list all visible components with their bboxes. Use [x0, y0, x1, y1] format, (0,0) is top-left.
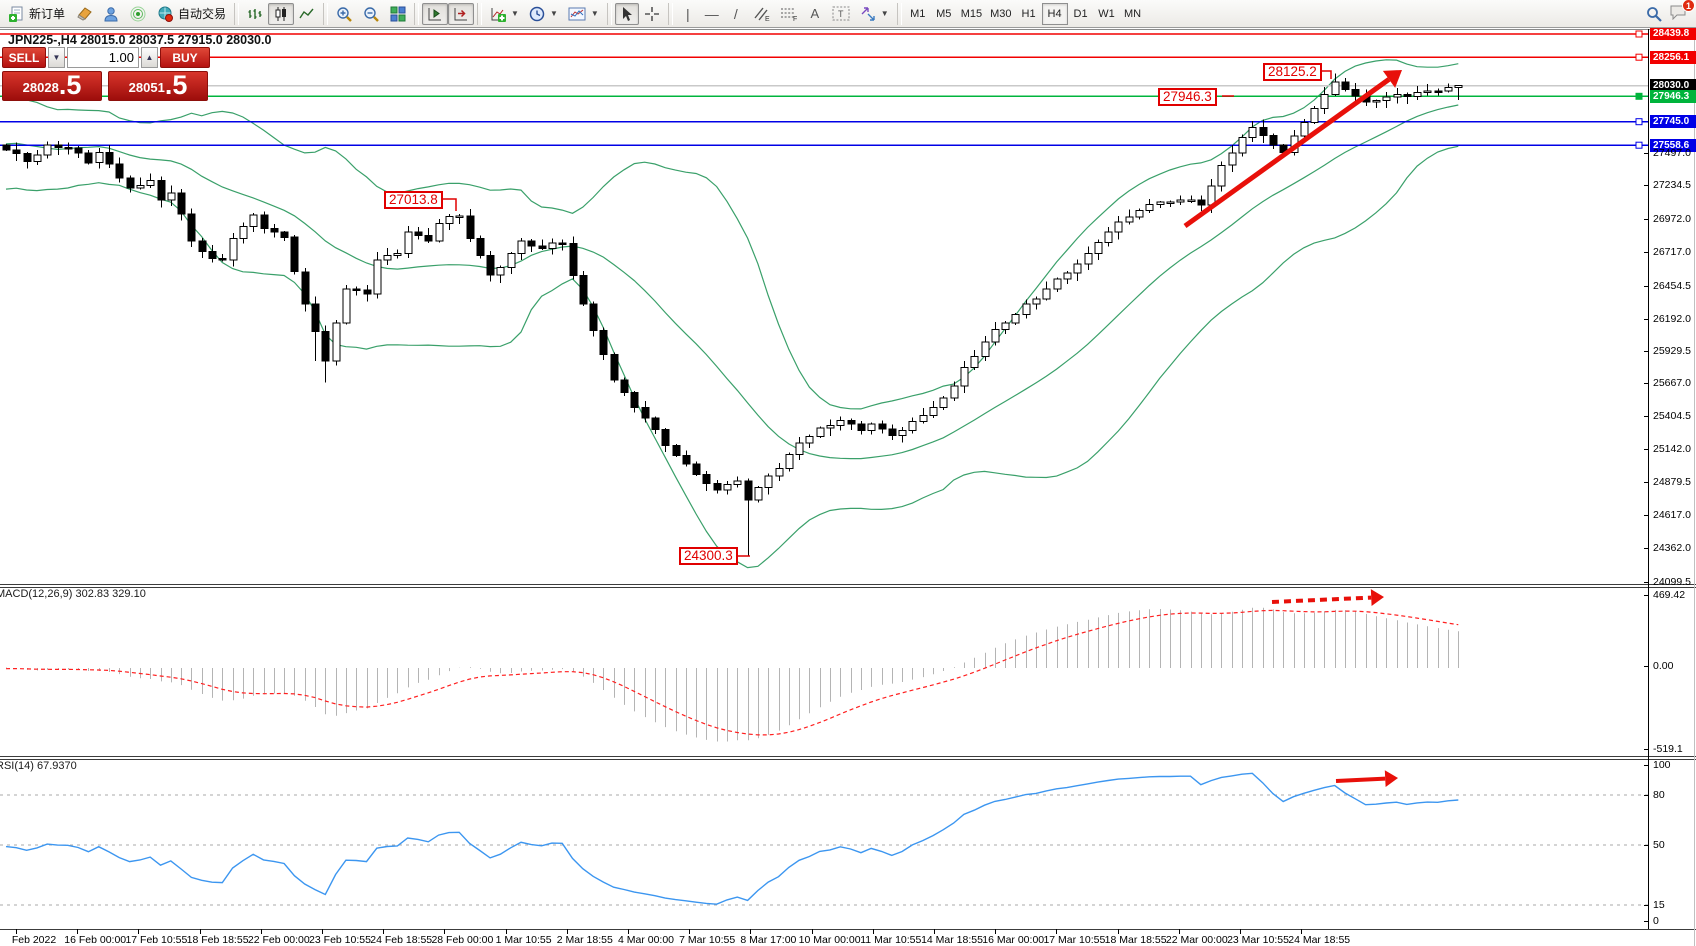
fibonacci-icon: F — [780, 7, 797, 22]
timeframe-MN[interactable]: MN — [1123, 7, 1142, 20]
objects-group: ▼ ▼ ▼ — [485, 1, 604, 27]
zoom-out-button[interactable] — [358, 3, 385, 25]
sell-button[interactable]: SELL — [2, 47, 46, 68]
indicators-icon — [491, 7, 507, 22]
profile-button[interactable] — [98, 3, 125, 25]
volume-increase-button[interactable]: ▲ — [141, 47, 158, 68]
timeframe-M15[interactable]: M15 — [960, 7, 983, 20]
zoom-in-icon — [337, 6, 352, 22]
horizontal-line-button[interactable]: — — [704, 5, 719, 22]
scroll-group — [422, 1, 475, 27]
arrows-icon — [861, 6, 875, 21]
drawing-tools-group: | — / E F A T ▼ — [614, 1, 894, 27]
cursor-icon — [622, 6, 632, 21]
crosshair-button[interactable] — [639, 3, 665, 25]
periods-button[interactable]: ▼ — [524, 3, 563, 25]
svg-text:F: F — [793, 16, 797, 22]
indicators-button[interactable]: ▼ — [485, 3, 524, 25]
toolbar-separator — [667, 2, 673, 25]
profile-icon — [104, 6, 118, 21]
template-button[interactable]: ▼ — [563, 3, 604, 25]
crosshair-icon — [644, 6, 659, 21]
notification-badge: 1 — [1682, 0, 1695, 12]
cursor-button[interactable] — [614, 2, 639, 25]
volume-input[interactable]: 1.00 — [67, 47, 139, 68]
buy-price-main: 28051 — [128, 80, 165, 95]
auto-scroll-icon — [428, 7, 442, 20]
chevron-down-icon: ▼ — [511, 9, 519, 18]
signal-icon — [130, 6, 146, 21]
bar-chart-icon — [248, 8, 262, 19]
toolbar-separator — [606, 2, 612, 25]
equidistant-channel-icon: E — [754, 7, 770, 22]
search-icon[interactable] — [1646, 6, 1662, 22]
toolbar-separator — [414, 2, 420, 25]
text-label-button[interactable]: T — [827, 3, 855, 25]
eraser-button[interactable] — [70, 3, 98, 25]
svg-text:E: E — [765, 16, 770, 22]
sell-price[interactable]: 28028 .5 — [2, 71, 102, 101]
zoom-out-icon — [364, 6, 379, 22]
arrows-button[interactable]: ▼ — [855, 3, 894, 25]
toolbar-right-group: 1 — [1646, 0, 1695, 28]
chevron-down-icon: ▼ — [590, 9, 599, 18]
toolbar-trade-group: 新订单 自动交易 — [4, 1, 231, 27]
line-chart-button[interactable] — [294, 3, 320, 25]
auto-scroll-button[interactable] — [422, 2, 449, 25]
line-chart-icon — [299, 8, 314, 18]
autotrade-button[interactable]: 自动交易 — [152, 3, 231, 25]
timeframe-H4[interactable]: H4 — [1041, 2, 1068, 25]
timeframe-W1[interactable]: W1 — [1098, 7, 1115, 20]
buy-price-fraction: .5 — [164, 70, 188, 100]
chart-shift-button[interactable] — [448, 2, 475, 25]
chevron-down-icon: ▼ — [880, 9, 889, 18]
timeframe-group: M1 M5 M15 M30 H1 H4 D1 W1 MN — [905, 1, 1146, 27]
timeframe-M1[interactable]: M1 — [910, 7, 926, 20]
sell-price-fraction: .5 — [58, 70, 82, 100]
new-order-label: 新订单 — [29, 7, 66, 21]
toolbar-separator — [896, 2, 902, 25]
zoom-group — [331, 1, 411, 27]
toolbar-separator — [323, 2, 329, 25]
tile-windows-icon — [390, 6, 406, 21]
buy-button[interactable]: BUY — [160, 47, 210, 68]
tile-windows-button[interactable] — [385, 3, 411, 25]
timeframe-M30[interactable]: M30 — [990, 7, 1012, 20]
zoom-in-button[interactable] — [331, 3, 358, 25]
main-toolbar: 新订单 自动交易 — [0, 0, 1696, 28]
new-order-button[interactable]: 新订单 — [4, 3, 70, 25]
svg-text:T: T — [838, 9, 844, 19]
chart-shift-icon — [454, 7, 468, 20]
autotrade-icon — [158, 6, 174, 22]
equidistant-channel-button[interactable]: E — [748, 3, 775, 25]
candlestick-chart-button[interactable] — [268, 2, 295, 25]
trendline-button[interactable]: / — [733, 5, 738, 22]
one-click-trading-panel: SELL ▼ 1.00 ▲ BUY 28028 .5 28051 .5 — [2, 47, 214, 101]
text-button[interactable]: A — [810, 6, 820, 21]
notifications-button[interactable]: 1 — [1670, 0, 1695, 25]
toolbar-separator — [234, 2, 240, 25]
clock-icon — [529, 6, 545, 21]
chevron-down-icon: ▼ — [549, 9, 558, 18]
candlestick-chart-icon — [275, 6, 287, 21]
fibonacci-button[interactable]: F — [775, 3, 803, 25]
timeframe-M5[interactable]: M5 — [936, 7, 952, 20]
chart-type-group — [242, 1, 320, 27]
sell-price-main: 28028 — [22, 80, 59, 95]
new-order-icon — [9, 6, 23, 22]
vertical-line-button[interactable]: | — [685, 5, 690, 22]
template-icon — [568, 7, 586, 20]
timeframe-D1[interactable]: D1 — [1073, 7, 1088, 20]
signal-button[interactable] — [125, 3, 152, 25]
toolbar-separator — [477, 2, 483, 25]
volume-decrease-button[interactable]: ▼ — [48, 47, 65, 68]
timeframe-H1[interactable]: H1 — [1021, 7, 1036, 20]
buy-price[interactable]: 28051 .5 — [108, 71, 208, 101]
autotrade-label: 自动交易 — [178, 7, 227, 21]
text-label-icon: T — [832, 6, 850, 21]
bar-chart-button[interactable] — [242, 3, 268, 25]
eraser-icon — [77, 6, 92, 21]
